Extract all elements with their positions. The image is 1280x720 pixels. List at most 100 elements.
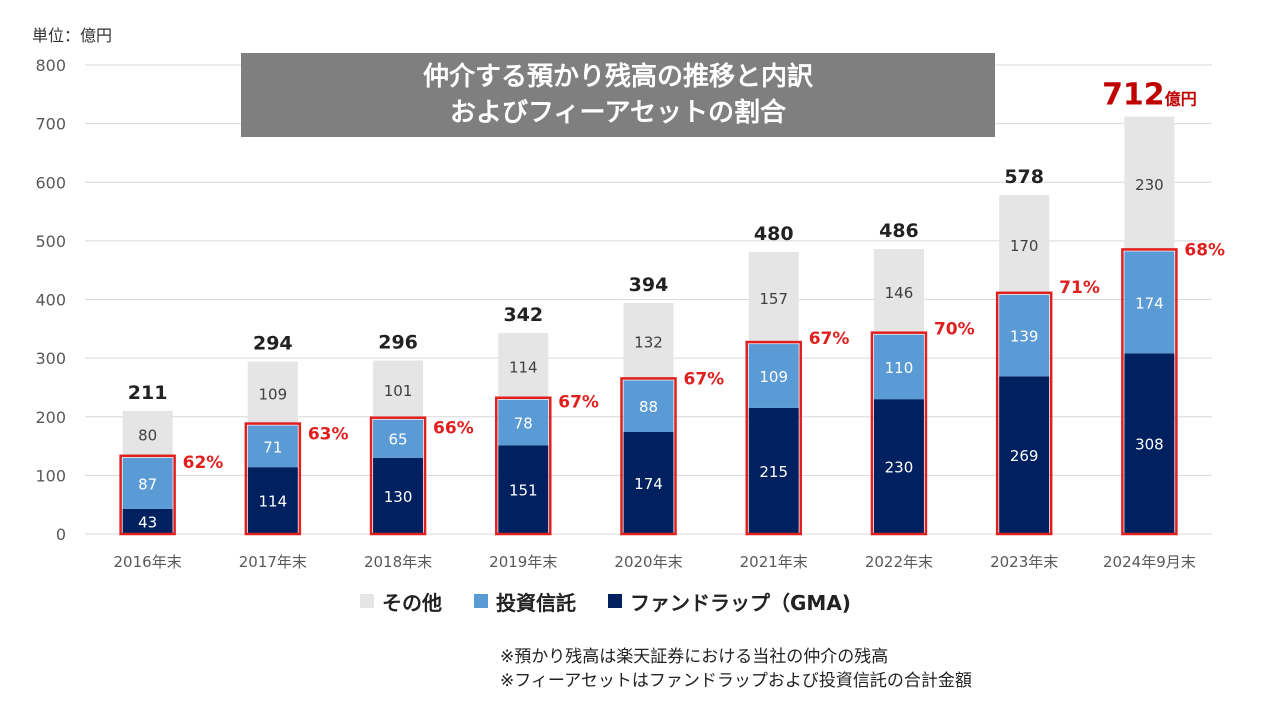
- bar-fund-wrap-label: 43: [138, 513, 157, 531]
- fee-asset-outline: [119, 454, 176, 536]
- legend-label-investment-trust: 投資信託: [496, 590, 576, 615]
- chart-title-line-1: 仲介する預かり残高の推移と内訳: [422, 62, 813, 92]
- bar-investment-trust-label: 87: [138, 475, 157, 493]
- bar-fund-wrap: [373, 457, 424, 534]
- bar-investment-trust-label: 139: [1010, 328, 1039, 346]
- footnote-2: ※フィーアセットはファンドラップおよび投資信託の合計金額: [500, 671, 972, 691]
- chart-title: 仲介する預かり残高の推移と内訳 およびフィーアセットの割合: [241, 53, 995, 137]
- legend-label-fund-wrap: ファンドラップ（GMA): [630, 590, 851, 615]
- bar-investment-trust-label: 109: [759, 368, 788, 386]
- fee-asset-ratio-label: 63%: [308, 425, 349, 445]
- x-tick-label: 2017年末: [239, 553, 307, 571]
- bar-fund-wrap: [247, 467, 298, 534]
- fee-asset-outline: [620, 377, 677, 536]
- total-label: 211: [128, 382, 168, 404]
- x-tick-label: 2019年末: [489, 553, 557, 571]
- bar-other-label: 157: [759, 290, 788, 308]
- fee-asset-outline: [745, 340, 802, 536]
- fee-asset-ratio-label: 67%: [558, 393, 599, 413]
- legend-label-other: その他: [382, 590, 442, 615]
- footnotes: ※預かり残高は楽天証券における当社の仲介の残高 ※フィーアセットはファンドラップ…: [500, 645, 972, 693]
- y-tick-label: 800: [35, 56, 66, 75]
- bar-other-label: 170: [1010, 237, 1039, 255]
- bar-investment-trust: [623, 380, 674, 432]
- x-tick-label: 2021年末: [740, 553, 808, 571]
- bar-fund-wrap-label: 269: [1010, 447, 1039, 465]
- bar-investment-trust: [498, 399, 549, 446]
- bar-other-label: 109: [259, 386, 288, 404]
- bar-investment-trust: [999, 294, 1050, 377]
- fee-asset-ratio-label: 70%: [934, 320, 975, 340]
- bar-other: [247, 361, 298, 426]
- bar-other: [623, 303, 674, 381]
- bar-fund-wrap-label: 174: [634, 475, 663, 493]
- bar-other-label: 146: [885, 284, 914, 302]
- bar-fund-wrap-label: 308: [1135, 436, 1164, 454]
- fee-asset-outline: [495, 396, 552, 536]
- legend-item-fund-wrap: ファンドラップ（GMA): [608, 587, 851, 616]
- bar-other: [748, 252, 799, 345]
- total-label: 480: [754, 223, 794, 245]
- fee-asset-ratio-label: 62%: [183, 453, 224, 473]
- bar-other-label: 80: [138, 426, 157, 444]
- total-label: 296: [378, 331, 418, 353]
- bar-other-label: 114: [509, 358, 538, 376]
- y-tick-label: 200: [35, 408, 66, 427]
- total-label: 394: [629, 274, 669, 296]
- x-tick-label: 2022年末: [865, 553, 933, 571]
- bar-fund-wrap: [999, 376, 1050, 534]
- footnote-1: ※預かり残高は楽天証券における当社の仲介の残高: [500, 647, 889, 667]
- x-tick-label: 2024年9月末: [1103, 553, 1196, 571]
- legend-swatch-fund-wrap: [608, 594, 622, 608]
- bar-other: [873, 249, 924, 335]
- bar-investment-trust-label: 65: [389, 431, 408, 449]
- total-label: 342: [503, 304, 543, 326]
- legend: その他 投資信託 ファンドラップ（GMA): [360, 587, 883, 616]
- bar-fund-wrap-label: 215: [759, 463, 788, 481]
- legend-swatch-investment-trust: [474, 594, 488, 608]
- x-tick-label: 2016年末: [114, 553, 182, 571]
- bar-investment-trust: [122, 457, 173, 509]
- x-tick-label: 2023年末: [990, 553, 1058, 571]
- y-tick-label: 500: [35, 232, 66, 251]
- bar-investment-trust: [247, 425, 298, 468]
- bar-investment-trust-label: 78: [514, 415, 533, 433]
- fee-asset-outline: [995, 291, 1053, 536]
- y-tick-label: 700: [35, 115, 66, 134]
- bar-fund-wrap: [623, 431, 674, 534]
- bar-investment-trust-label: 110: [885, 359, 914, 377]
- fee-asset-outline: [369, 416, 427, 536]
- bar-fund-wrap-label: 230: [885, 459, 914, 477]
- fee-asset-ratio-label: 66%: [433, 419, 474, 439]
- total-label: 294: [253, 333, 293, 355]
- y-tick-label: 300: [35, 349, 66, 368]
- bar-other-label: 132: [634, 334, 663, 352]
- bar-fund-wrap: [498, 445, 549, 534]
- bar-other: [122, 410, 173, 458]
- legend-swatch-other: [360, 594, 374, 608]
- bar-fund-wrap-label: 114: [259, 493, 288, 511]
- bar-other: [373, 360, 424, 420]
- fee-asset-ratio-label: 67%: [809, 329, 850, 349]
- bar-other: [1124, 116, 1175, 252]
- bar-fund-wrap: [1124, 353, 1175, 534]
- x-tick-label: 2020年末: [614, 553, 682, 571]
- y-tick-label: 0: [56, 525, 66, 544]
- bar-investment-trust: [1124, 251, 1175, 354]
- fee-asset-outline: [870, 331, 928, 536]
- fee-asset-ratio-label: 71%: [1059, 278, 1100, 298]
- total-label: 712億円: [1102, 78, 1197, 113]
- bar-other-label: 230: [1135, 176, 1164, 194]
- bar-investment-trust-label: 71: [263, 438, 282, 456]
- fee-asset-outline: [244, 422, 302, 536]
- bar-other-label: 101: [384, 382, 413, 400]
- total-label: 486: [879, 220, 919, 242]
- bar-investment-trust-label: 88: [639, 398, 658, 416]
- bar-fund-wrap: [748, 407, 799, 534]
- bar-investment-trust: [873, 334, 924, 400]
- bar-fund-wrap: [873, 399, 924, 534]
- total-label: 578: [1004, 166, 1044, 188]
- unit-label: 単位：億円: [32, 26, 113, 45]
- legend-item-other: その他: [360, 587, 442, 616]
- bar-investment-trust: [748, 344, 799, 408]
